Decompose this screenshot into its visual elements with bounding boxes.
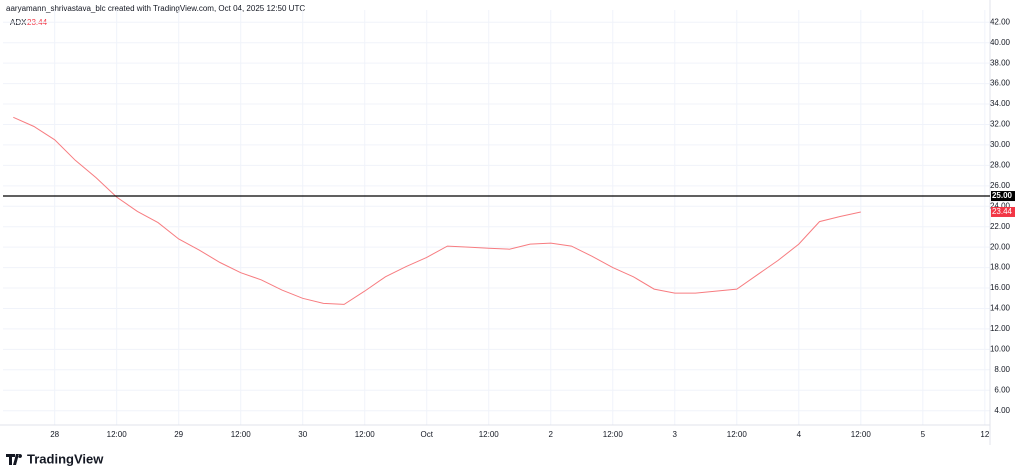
x-tick-label: 12:00 [231, 430, 252, 439]
y-tick-label: 38.00 [990, 58, 1011, 67]
y-tick-label: 42.00 [990, 17, 1011, 26]
chart-title: aaryamann_shrivastava_blc created with T… [6, 4, 305, 13]
y-tick-label: 36.00 [990, 79, 1011, 88]
y-tick-label: 34.00 [990, 99, 1011, 108]
x-tick-label: 2 [549, 430, 554, 439]
x-tick-label: 12 [980, 430, 989, 439]
x-tick-label: 29 [174, 430, 183, 439]
x-tick-label: 28 [50, 430, 59, 439]
y-tick-label: 22.00 [990, 222, 1011, 231]
last-value-label: 23.44 [992, 207, 1013, 216]
y-tick-label: 10.00 [990, 344, 1011, 353]
level-label: 25.00 [992, 191, 1013, 200]
y-tick-label: 12.00 [990, 324, 1011, 333]
y-tick-label: 26.00 [990, 181, 1011, 190]
y-tick-label: 30.00 [990, 140, 1011, 149]
logo-text: TradingView [27, 451, 104, 466]
x-tick-label: 12:00 [107, 430, 128, 439]
last-value-badge [991, 206, 1015, 217]
y-tick-label: 18.00 [990, 263, 1011, 272]
y-tick-label: 40.00 [990, 38, 1011, 47]
level-badge [991, 191, 1015, 202]
series-line [13, 116, 861, 305]
y-tick-label: 8.00 [994, 365, 1010, 374]
x-tick-label: 12:00 [727, 430, 748, 439]
y-tick-label: 20.00 [990, 242, 1011, 251]
y-tick-label: 6.00 [994, 385, 1010, 394]
grid [3, 10, 990, 425]
logo-icon [6, 454, 23, 465]
y-tick-label: 32.00 [990, 120, 1011, 129]
x-tick-label: 12:00 [851, 430, 872, 439]
y-tick-label: 24.00 [990, 201, 1011, 210]
y-tick-label: 16.00 [990, 283, 1011, 292]
logo: TradingView [6, 451, 104, 466]
x-tick-label: 12:00 [355, 430, 376, 439]
y-tick-label: 14.00 [990, 304, 1011, 313]
y-tick-label: 28.00 [990, 160, 1011, 169]
x-tick-label: 12:00 [479, 430, 500, 439]
x-tick-label: 12:00 [603, 430, 624, 439]
x-tick-label: 5 [921, 430, 926, 439]
x-tick-label: 3 [673, 430, 678, 439]
x-tick-label: Oct [421, 430, 434, 439]
x-tick-label: 4 [797, 430, 802, 439]
y-tick-label: 4.00 [994, 406, 1010, 415]
x-tick-label: 30 [298, 430, 307, 439]
